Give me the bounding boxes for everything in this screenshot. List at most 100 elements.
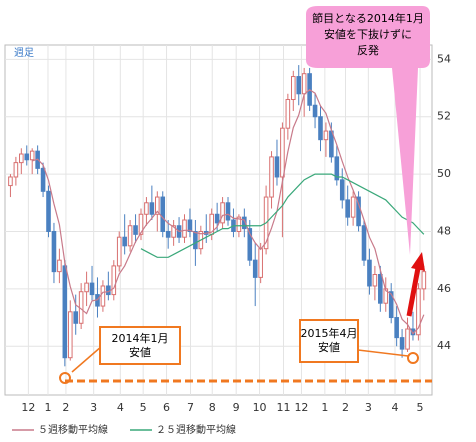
candle-body [84,282,89,293]
candle-body [394,317,399,339]
callout-line [71,345,103,373]
candle-body [399,337,405,350]
callout-line [357,349,409,357]
candle-body [421,271,427,290]
candle-body [214,213,220,224]
x-tick-label: 6 [163,401,170,414]
candle-body [345,199,350,218]
candle-body [67,311,73,359]
candle-body [269,156,274,198]
x-tick-label: 5 [417,401,424,414]
candle-body [242,216,247,230]
candle-body [144,202,149,215]
candle-body [252,259,258,278]
candle-body [8,176,13,187]
candle-body [138,213,144,235]
rebound-arrow [406,267,421,317]
candle-body [29,150,35,161]
candle-body [280,127,285,178]
candle-body [356,196,361,227]
legend-label: ５週移動平均線 [38,423,108,436]
x-tick-label: 10 [253,401,267,414]
candle-body [274,156,280,178]
x-tick-label: 7 [187,401,194,414]
y-tick-label: 52 [437,110,451,123]
candle-body [290,76,296,101]
x-tick-label: 9 [233,401,240,414]
candle-body [116,236,122,267]
candle-body [220,202,225,224]
moving-average-line [140,173,425,258]
y-tick-label: 54 [437,52,451,65]
annotation-text: 2015年4月 [301,326,358,340]
candle-body [312,104,318,118]
candle-body [51,230,57,273]
candle-body [301,73,307,95]
candle-body [285,99,291,129]
candle-body [171,225,176,238]
candle-body [111,265,117,296]
candle-body [361,225,367,261]
x-tick-label: 8 [209,401,216,414]
annotation-text: 節目となる2014年1月 [312,11,424,25]
candle-body [13,162,19,178]
candle-body [247,228,253,261]
candle-body [405,328,410,350]
y-tick-label: 44 [437,339,451,352]
x-tick-label: 12 [21,401,35,414]
period-label: 週足 [14,47,34,59]
y-tick-label: 46 [437,282,451,295]
candle-body [57,259,62,273]
candle-body [155,196,160,215]
x-tick-label: 12 [294,401,308,414]
candle-body [350,196,356,218]
x-tick-label: 2 [62,401,69,414]
annotation-box [299,319,359,363]
candle-body [296,76,302,95]
candle-body [225,202,231,221]
candle-body [165,230,171,238]
candle-body [40,167,46,192]
candle-body [19,153,24,164]
candle-body [160,196,166,232]
x-tick-label: 4 [392,401,399,414]
candle-body [323,130,329,141]
candle-body [127,225,133,247]
candle-body [89,282,95,296]
candle-body [133,225,138,235]
candle-body [258,248,263,278]
candle-body [236,216,242,232]
candle-body [388,291,394,319]
candle-body [46,190,51,232]
callout-bubble [306,6,430,255]
candle-body [182,219,187,238]
moving-average-line [32,89,425,335]
candle-body [149,202,155,215]
arrow-head [411,252,425,271]
candle-body [372,274,378,287]
annotation-text: 2014年1月 [112,331,169,345]
x-tick-label: 1 [44,401,51,414]
candle-body [73,311,79,324]
x-tick-label: 5 [140,401,147,414]
candle-body [318,116,323,141]
x-tick-label: 1 [321,401,328,414]
candle-body [193,230,198,250]
candle-body [378,274,383,304]
y-tick-label: 48 [437,224,451,237]
candle-body [100,285,106,307]
low-marker [407,352,419,364]
legend-label: ２５週移動平均線 [156,423,236,436]
candle-body [339,179,345,201]
x-tick-label: 3 [90,401,97,414]
x-tick-label: 3 [365,401,372,414]
low-marker [59,372,71,384]
annotation-text: 安値を下抜けずに [324,27,412,41]
candle-body [334,156,340,181]
y-tick-label: 50 [437,167,451,180]
candle-body [187,219,193,232]
annotation-text: 安値 [129,345,151,359]
candle-body [122,236,127,247]
candle-body [24,153,30,161]
